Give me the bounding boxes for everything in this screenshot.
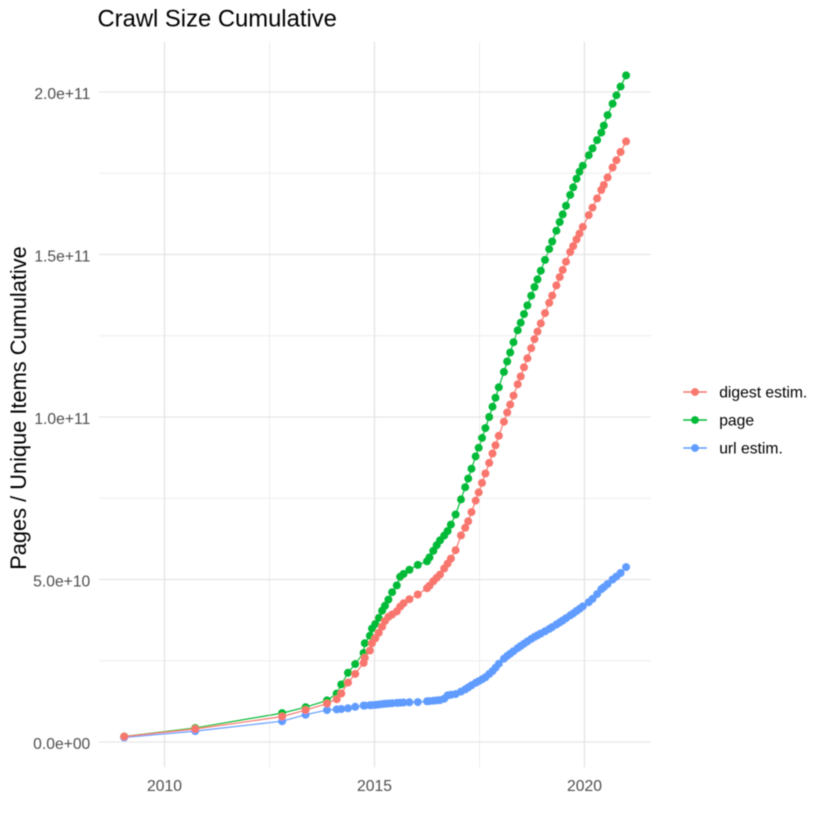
svg-text:Pages / Unique Items Cumulativ: Pages / Unique Items Cumulative — [6, 246, 31, 569]
svg-text:digest estim.: digest estim. — [719, 385, 807, 402]
svg-text:0.0e+00: 0.0e+00 — [33, 736, 90, 753]
svg-text:2015: 2015 — [357, 778, 392, 795]
svg-text:5.0e+10: 5.0e+10 — [33, 573, 90, 590]
svg-text:1.5e+11: 1.5e+11 — [34, 248, 90, 265]
svg-text:page: page — [719, 413, 754, 430]
svg-text:2010: 2010 — [147, 778, 182, 795]
svg-text:2020: 2020 — [567, 778, 602, 795]
svg-text:Crawl Size Cumulative: Crawl Size Cumulative — [98, 6, 337, 33]
svg-text:1.0e+11: 1.0e+11 — [34, 411, 90, 428]
svg-text:2.0e+11: 2.0e+11 — [34, 86, 90, 103]
svg-text:url estim.: url estim. — [719, 441, 783, 458]
